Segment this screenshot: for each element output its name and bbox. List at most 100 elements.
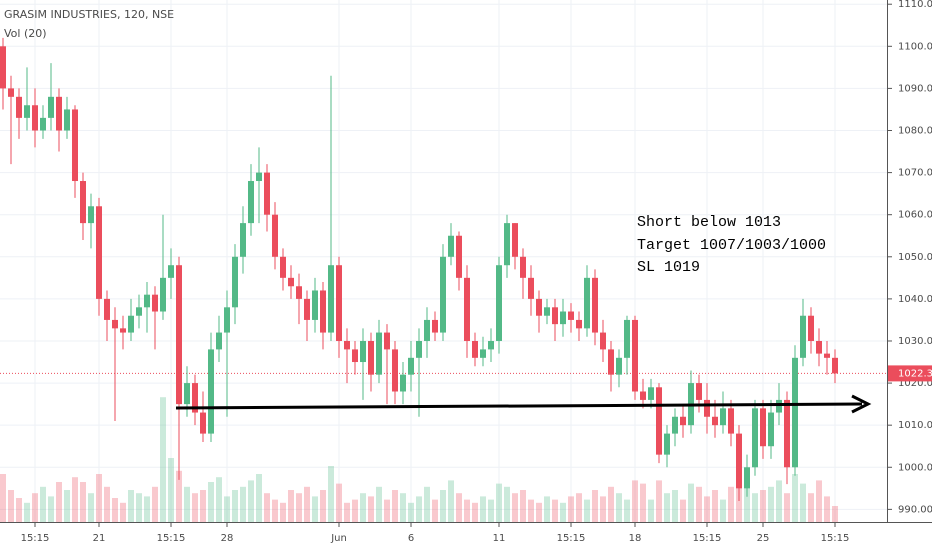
volume-bar [400, 493, 406, 522]
candle-body [272, 214, 278, 257]
candle-body [200, 412, 206, 434]
x-tick-label: 11 [493, 533, 506, 544]
volume-bar [680, 499, 686, 522]
candle-body [152, 294, 158, 312]
candle-body [232, 256, 238, 308]
x-tick-label: 15:15 [157, 533, 186, 544]
candle-body [696, 383, 702, 400]
candle-body [584, 277, 590, 329]
volume-bar [728, 486, 734, 522]
y-tick-label: 1000.00 [898, 462, 932, 473]
candle-body [824, 353, 830, 358]
volume-bar [808, 493, 814, 522]
annotation: SL 1019 [637, 259, 700, 276]
candle-body [368, 340, 374, 375]
volume-bar [440, 490, 446, 522]
y-tick-label: 1100.00 [898, 41, 932, 52]
candle-body [176, 265, 182, 405]
candle-body [128, 315, 134, 333]
volume-bar [456, 493, 462, 522]
volume-bar [608, 486, 614, 522]
volume-bar [376, 486, 382, 522]
annotation: Short below 1013 [637, 214, 781, 231]
candle-body [56, 96, 62, 131]
volume-bar [72, 477, 78, 522]
candle-body [40, 117, 46, 131]
volume-label: Vol (20) [4, 27, 47, 40]
candle-body [440, 256, 446, 333]
x-tick-label: 6 [408, 533, 414, 544]
candle-body [360, 340, 366, 363]
candle-body [408, 357, 414, 375]
volume-bar [320, 490, 326, 522]
volume-bar [384, 499, 390, 522]
x-tick-label: 15:15 [693, 533, 722, 544]
candle-body [520, 256, 526, 278]
candle-body [280, 256, 286, 278]
candle-body [728, 408, 734, 434]
last-price-label: 1022.30 [898, 368, 932, 379]
volume-bar [640, 483, 646, 522]
y-tick-label: 1110.00 [898, 0, 932, 10]
candle-body [536, 298, 542, 316]
candle-body [712, 416, 718, 426]
volume-bar [568, 496, 574, 522]
candle-body [512, 223, 518, 257]
candle-body [736, 433, 742, 489]
volume-bar [488, 499, 494, 522]
volume-bar [480, 496, 486, 522]
volume-bar [616, 493, 622, 522]
candle-body [120, 328, 126, 333]
candle-body [544, 307, 550, 316]
volume-bar [80, 482, 86, 522]
candle-body [472, 340, 478, 358]
x-tick-label: 15:15 [821, 533, 850, 544]
volume-bar [784, 493, 790, 522]
volume-bar [392, 490, 398, 522]
candle-body [752, 408, 758, 468]
arrow-line [175, 402, 863, 410]
candle-body [416, 340, 422, 358]
axes: 990.00 1000.00 1010.00 1020.00 1030.00 1040.0… [21, 0, 932, 544]
volume-bar [96, 474, 102, 522]
volume-bar [416, 496, 422, 522]
volume-bar [288, 490, 294, 522]
volume-bar [88, 493, 94, 522]
volume-bar [544, 496, 550, 522]
volume-bar [600, 496, 606, 522]
candle-body [32, 105, 38, 131]
volume-bar [792, 474, 798, 522]
candle-body [496, 265, 502, 341]
volume-bar [256, 474, 262, 522]
candle-body [304, 298, 310, 320]
candle-body [48, 96, 54, 118]
x-tick-label: 15:15 [21, 533, 50, 544]
candle-body [664, 433, 670, 455]
volume-bar [128, 490, 134, 522]
candle-body [808, 315, 814, 341]
candle-body [568, 311, 574, 320]
candle-body [192, 383, 198, 413]
volume-bar [24, 502, 30, 522]
volume-layer [0, 397, 838, 522]
candle-body [832, 357, 838, 374]
volume-bar [560, 502, 566, 522]
volume-bar [240, 486, 246, 522]
y-tick-label: 1090.00 [898, 83, 932, 94]
candle-body [16, 96, 22, 118]
candle-body [248, 181, 254, 224]
volume-bar [448, 480, 454, 522]
candle-body [112, 319, 118, 329]
candle-body [344, 340, 350, 350]
candle-body [0, 46, 6, 89]
volume-bar [280, 502, 286, 522]
candle-body [328, 265, 334, 333]
candle-body [744, 467, 750, 489]
candle-body [72, 109, 78, 182]
volume-bar [528, 499, 534, 522]
candle-body [352, 349, 358, 363]
candle-body [432, 319, 438, 333]
candle-body [216, 332, 222, 350]
volume-bar [464, 499, 470, 522]
